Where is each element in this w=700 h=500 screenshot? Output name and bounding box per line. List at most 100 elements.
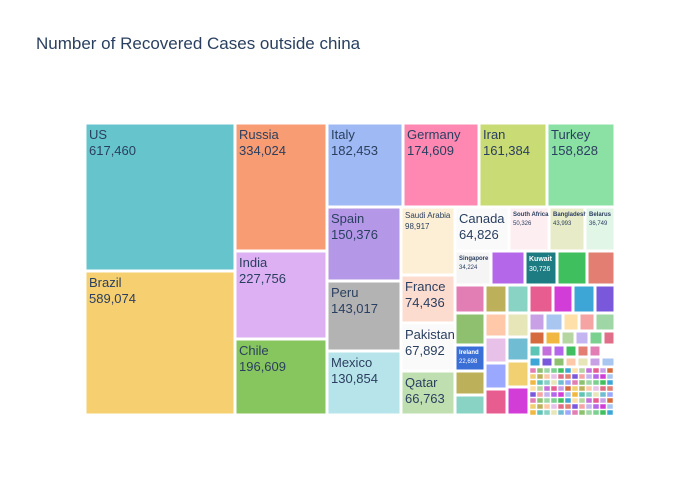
small-tile[interactable] [529,357,541,367]
tiny-tile[interactable] [599,409,607,416]
tiny-tile[interactable] [571,373,579,380]
tiny-tile[interactable] [550,409,558,416]
tiny-tile[interactable] [585,379,593,386]
tiny-tile[interactable] [557,373,565,380]
tiny-tile[interactable] [599,379,607,386]
tiny-tile[interactable] [585,373,593,380]
tiny-tile[interactable] [606,385,614,392]
small-tile[interactable] [589,345,601,357]
tiny-tile[interactable] [578,379,586,386]
tile-rect[interactable] [85,271,235,415]
small-tile[interactable] [577,345,589,357]
tiny-tile[interactable] [606,373,614,380]
small-tile[interactable] [565,357,577,367]
tile-belarus[interactable]: Belarus 36,749 [585,207,615,251]
tiny-tile[interactable] [557,391,565,398]
small-tile[interactable] [557,251,587,285]
tile-rect[interactable] [401,323,455,371]
tile-rect[interactable] [479,123,547,207]
small-tile[interactable] [485,337,507,363]
tiny-tile[interactable] [578,385,586,392]
tiny-tile[interactable] [557,397,565,404]
tiny-tile[interactable] [536,385,544,392]
tile-rect[interactable] [549,207,585,251]
tiny-tile[interactable] [550,385,558,392]
tiny-tile[interactable] [578,367,586,374]
small-tile[interactable] [485,363,507,389]
tiny-tile[interactable] [585,403,593,410]
tile-bangladesh[interactable]: Bangladesh 43,993 [549,207,587,251]
tiny-tile[interactable] [529,367,537,374]
tiny-tile[interactable] [571,379,579,386]
tiny-tile[interactable] [529,385,537,392]
tiny-tile[interactable] [606,409,614,416]
small-tile[interactable] [455,395,485,415]
tiny-tile[interactable] [536,373,544,380]
tiny-tile[interactable] [606,367,614,374]
tiny-tile[interactable] [543,391,551,398]
tiny-tile[interactable] [529,403,537,410]
tiny-tile[interactable] [536,367,544,374]
tiny-tile[interactable] [599,367,607,374]
tiny-tile[interactable] [599,397,607,404]
tiny-tile[interactable] [550,397,558,404]
tiny-tile[interactable] [557,409,565,416]
tiny-tile[interactable] [578,397,586,404]
tile-rect[interactable] [585,207,615,251]
tiny-tile[interactable] [536,379,544,386]
tile-rect[interactable] [455,251,491,285]
small-tile[interactable] [507,387,529,415]
tiny-tile[interactable] [564,367,572,374]
tiny-tile[interactable] [543,397,551,404]
tile-rect[interactable] [327,123,403,207]
small-tile[interactable] [507,337,529,361]
tiny-tile[interactable] [606,403,614,410]
tiny-tile[interactable] [564,379,572,386]
tiny-tile[interactable] [585,397,593,404]
small-tile[interactable] [553,357,565,367]
tiny-tile[interactable] [585,367,593,374]
small-tile[interactable] [455,285,485,313]
small-tile[interactable] [491,251,525,285]
tiny-tile[interactable] [529,391,537,398]
tiny-tile[interactable] [592,379,600,386]
tiny-tile[interactable] [543,379,551,386]
tiny-tile[interactable] [543,409,551,416]
tiny-tile[interactable] [564,403,572,410]
tiny-tile[interactable] [571,397,579,404]
small-tile[interactable] [541,357,553,367]
small-tile[interactable] [563,313,579,331]
tiny-tile[interactable] [599,373,607,380]
tiny-tile[interactable] [536,397,544,404]
tiny-tile[interactable] [571,367,579,374]
tiny-tile[interactable] [578,403,586,410]
tiny-tile[interactable] [557,385,565,392]
tile-saudi-arabia[interactable]: Saudi Arabia 98,917 [401,207,455,275]
tiny-tile[interactable] [543,373,551,380]
small-tile[interactable] [455,313,485,345]
tiny-tile[interactable] [564,373,572,380]
tiny-tile[interactable] [578,373,586,380]
small-tile[interactable] [507,313,529,337]
tile-rect[interactable] [327,351,401,415]
tiny-tile[interactable] [599,403,607,410]
tiny-tile[interactable] [571,409,579,416]
small-tile[interactable] [575,331,589,345]
tiny-tile[interactable] [606,391,614,398]
tiny-tile[interactable] [592,373,600,380]
small-tile[interactable] [603,331,615,345]
small-tile[interactable] [577,357,589,367]
tile-rect[interactable] [509,207,549,251]
tiny-tile[interactable] [592,397,600,404]
